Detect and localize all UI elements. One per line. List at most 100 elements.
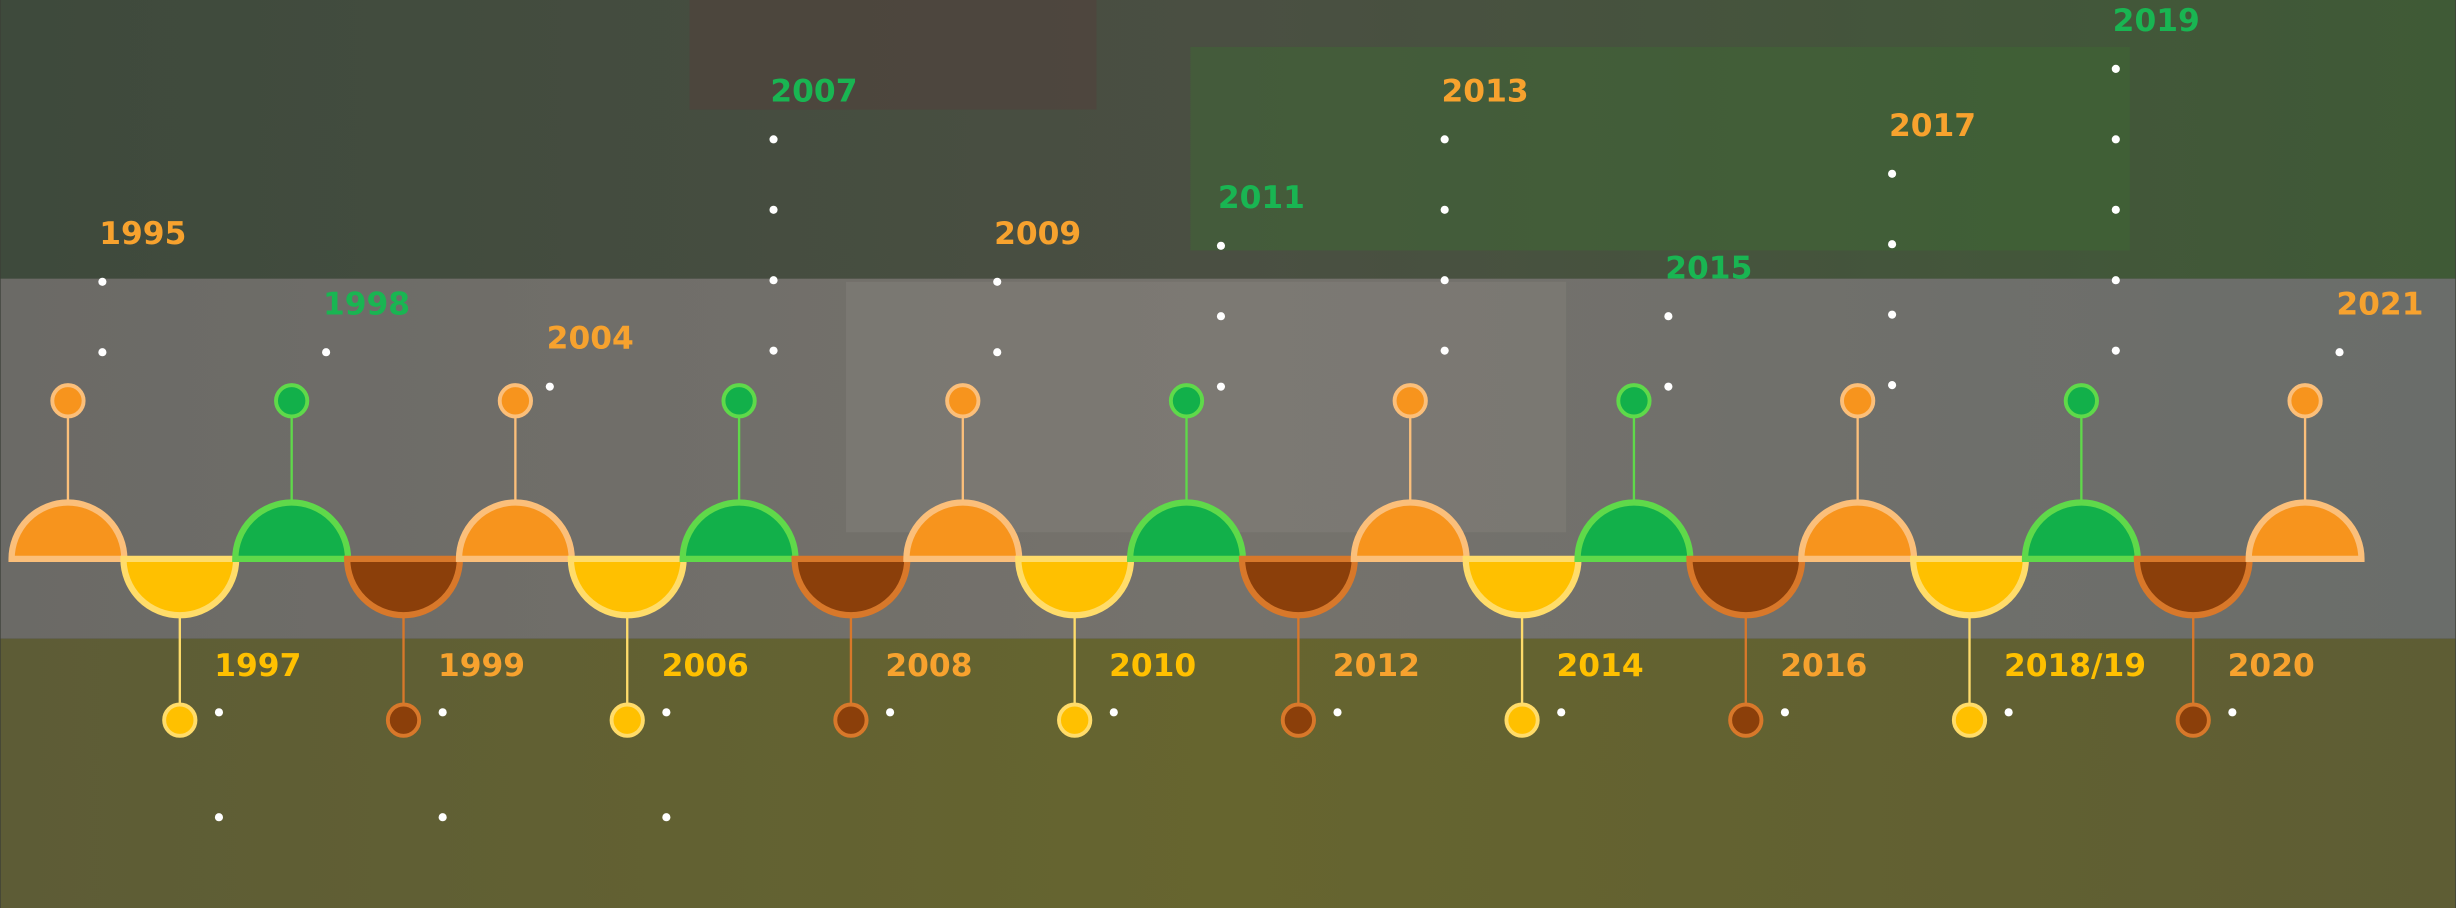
bullet-dot: [322, 348, 331, 357]
milestone-pin: [274, 383, 310, 419]
milestone-arc: [2133, 555, 2253, 619]
bullet-dot: [2335, 348, 2344, 357]
bullet-dot: [1216, 382, 1226, 391]
milestone-arc: [2245, 499, 2365, 563]
milestone-year: 2008: [885, 648, 972, 684]
bullet-dot: [2111, 64, 2120, 73]
background-bottom: [0, 638, 2456, 908]
bullet-dot: [2228, 708, 2237, 717]
milestone-arc: [1798, 499, 1918, 563]
milestone-pin: [2287, 383, 2323, 419]
milestone-arc: [1462, 555, 1582, 619]
milestone-year: 2010: [1109, 648, 1196, 684]
milestone-year: 2020: [2228, 648, 2315, 684]
bullet-dot: [769, 135, 778, 144]
bullet-dot: [2004, 708, 2013, 717]
bullet-dot: [769, 205, 778, 214]
bullet-dot: [1888, 169, 1897, 178]
bullet-dot: [1888, 240, 1897, 249]
bullet-dot: [993, 277, 1002, 286]
milestone-year: 2016: [1780, 648, 1867, 684]
bullet-dot: [2111, 135, 2120, 144]
milestone-year: 2011: [1218, 180, 1305, 216]
milestone-arc: [1015, 555, 1135, 619]
milestone-arc: [2021, 499, 2141, 563]
milestone-arc: [1238, 555, 1358, 619]
bullet-dot: [886, 708, 895, 717]
bullet-dot: [769, 276, 778, 285]
milestone-pin: [2063, 383, 2099, 419]
milestone-year: 1999: [438, 648, 525, 684]
milestone-year: 2018/19: [2004, 648, 2146, 684]
background-top: [0, 0, 2456, 279]
milestone-year: 2013: [1442, 73, 1529, 109]
milestone-arc: [232, 499, 352, 563]
bullet-dot: [1440, 276, 1449, 285]
bullet-dot: [993, 348, 1002, 357]
milestone-pin: [1504, 702, 1540, 738]
bullet-dot: [214, 708, 224, 717]
bullet-dot: [1216, 312, 1226, 321]
milestone-pin: [1728, 702, 1764, 738]
milestone-pin: [1840, 383, 1876, 419]
milestone-arc: [344, 555, 464, 619]
milestone-arc: [455, 499, 575, 563]
milestone-pin: [1616, 383, 1652, 419]
milestone-arc: [567, 555, 687, 619]
bullet-dot: [1888, 381, 1897, 390]
bullet-dot: [1888, 310, 1897, 319]
milestone-arc: [791, 555, 911, 619]
milestone-year: 1997: [214, 648, 301, 684]
building-shade: [689, 0, 1097, 110]
milestone-year: 2019: [2113, 3, 2200, 39]
bullet-dot: [1216, 241, 1226, 250]
milestone-arc: [120, 555, 240, 619]
milestone-arc: [1127, 499, 1247, 563]
milestone-year: 2012: [1333, 648, 1420, 684]
bullet-dot: [1109, 708, 1118, 717]
bullet-dot: [1440, 205, 1449, 214]
milestone-pin: [1392, 383, 1428, 419]
milestone-year: 2017: [1889, 108, 1976, 144]
bullet-dot: [98, 348, 107, 357]
milestone-pin: [385, 702, 422, 738]
milestone-year: 2004: [547, 321, 634, 357]
milestone-year: 1998: [323, 286, 410, 322]
milestone-pin: [162, 702, 198, 738]
milestone-arc: [679, 499, 799, 563]
bullet-dot: [1557, 708, 1566, 717]
bullet-dot: [1440, 135, 1449, 144]
milestone-pin: [833, 702, 869, 738]
milestone-arc: [903, 499, 1023, 563]
milestone-arc: [1350, 499, 1470, 563]
milestone-year: 2006: [662, 648, 749, 684]
bullet-dot: [438, 813, 447, 822]
bullet-dot: [662, 708, 671, 717]
bullet-dot: [662, 813, 671, 822]
bullet-dot: [769, 346, 778, 355]
bullet-dot: [545, 382, 554, 391]
milestone-pin: [945, 383, 981, 419]
bullet-dot: [98, 277, 107, 286]
milestone-arc: [1910, 555, 2030, 619]
milestone-pin: [2175, 702, 2211, 738]
bullet-dot: [214, 813, 224, 822]
milestone-pin: [1168, 383, 1205, 419]
milestone-arc: [1686, 555, 1806, 619]
field-shade: [1190, 46, 2130, 251]
milestone-pin: [1951, 702, 1988, 738]
bullet-dot: [1333, 708, 1342, 717]
milestone-year: 2021: [2336, 286, 2423, 322]
bullet-dot: [1780, 708, 1790, 717]
milestone-pin: [609, 702, 645, 738]
bullet-dot: [2111, 205, 2120, 214]
milestone-pin: [497, 383, 533, 419]
bullet-dot: [2111, 276, 2120, 285]
bullet-dot: [438, 708, 447, 717]
milestone-year: 2009: [994, 216, 1081, 252]
bullet-dot: [1440, 346, 1449, 355]
milestone-pin: [1280, 702, 1316, 738]
milestone-year: 2007: [770, 73, 857, 109]
